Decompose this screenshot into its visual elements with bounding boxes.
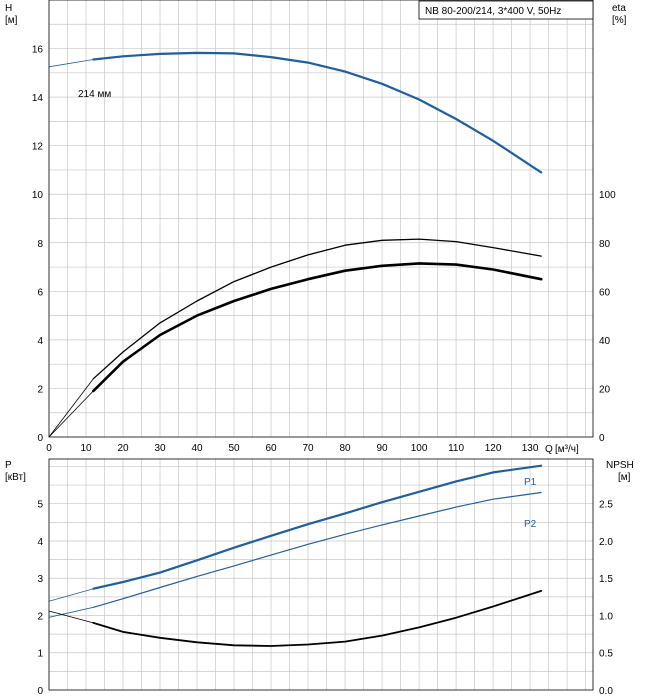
x-tick-label: 130 xyxy=(522,443,539,454)
x-tick-label: 120 xyxy=(485,443,502,454)
npsh-tick-label: 2.0 xyxy=(599,537,613,548)
h-tick-label: 2 xyxy=(37,384,43,395)
p-axis-unit: [кВт] xyxy=(5,472,26,483)
h-tick-label: 4 xyxy=(37,336,43,347)
upper-chart-grid xyxy=(49,0,593,437)
efficiency-curve-lower xyxy=(92,262,543,393)
npsh-tick-label: 2.5 xyxy=(599,500,613,511)
x-tick-label: 10 xyxy=(80,443,92,454)
p1-power-curve xyxy=(92,464,543,590)
x-tick-label: 40 xyxy=(191,443,203,454)
p-tick-label: 5 xyxy=(37,500,43,511)
p-tick-label: 0 xyxy=(37,686,43,697)
eta-axis-unit: [%] xyxy=(612,15,627,26)
head-curve-extension xyxy=(48,59,94,68)
eta-tick-label: 40 xyxy=(599,336,611,347)
eta-tick-label: 80 xyxy=(599,239,611,250)
h-tick-label: 0 xyxy=(37,433,43,444)
x-tick-label: 90 xyxy=(376,443,388,454)
p-tick-label: 2 xyxy=(37,611,43,622)
chart-title: NB 80-200/214, 3*400 V, 50Hz xyxy=(425,6,561,17)
h-tick-label: 10 xyxy=(32,190,44,201)
eta-tick-label: 0 xyxy=(599,433,605,444)
p-axis-name: P xyxy=(5,460,12,471)
x-tick-label: 0 xyxy=(46,443,52,454)
npsh-axis-name: NPSH xyxy=(606,460,634,471)
eta-tick-label: 100 xyxy=(599,190,616,201)
p-tick-label: 1 xyxy=(37,649,43,660)
p-tick-label: 4 xyxy=(37,537,43,548)
x-tick-label: 80 xyxy=(339,443,351,454)
q-axis-unit: [м³/ч] xyxy=(555,444,579,455)
head-curve xyxy=(92,51,543,174)
upper-chart-frame xyxy=(48,0,594,438)
eta-axis-name: eta xyxy=(612,3,626,14)
h-tick-label: 6 xyxy=(37,287,43,298)
eta-tick-label: 60 xyxy=(599,287,611,298)
tick-labels: 0 10 20 30 40 50 60 70 80 90 100 110 120 130024681012… xyxy=(32,45,616,697)
npsh-tick-label: 1.0 xyxy=(599,611,613,622)
x-tick-label: 30 xyxy=(154,443,166,454)
lower-chart-grid xyxy=(49,459,593,690)
x-tick-label: 100 xyxy=(411,443,428,454)
p1-label: P1 xyxy=(524,477,537,488)
x-tick-label: 70 xyxy=(302,443,314,454)
h-tick-label: 12 xyxy=(32,142,44,153)
eta-tick-label: 20 xyxy=(599,384,611,395)
x-tick-label: 110 xyxy=(448,443,464,454)
npsh-axis-unit: [м] xyxy=(618,472,631,483)
title-box xyxy=(418,0,594,20)
p2-label: P2 xyxy=(524,519,537,530)
p2-power-curve-extension xyxy=(48,606,94,618)
lower-chart-frame xyxy=(48,458,594,691)
efficiency-curve-upper xyxy=(92,238,542,380)
npsh-curve xyxy=(92,590,543,647)
h-tick-label: 16 xyxy=(32,45,44,56)
impeller-diameter-label: 214 мм xyxy=(78,89,111,100)
efficiency-curve-upper-extension xyxy=(48,378,94,438)
p-tick-label: 3 xyxy=(37,574,43,585)
npsh-tick-label: 0.5 xyxy=(599,649,613,660)
h-axis-unit: [м] xyxy=(5,15,18,26)
x-tick-label: 50 xyxy=(228,443,240,454)
efficiency-curve-lower-extension xyxy=(48,390,94,438)
p2-power-curve xyxy=(92,491,542,608)
npsh-curve-extension xyxy=(48,610,94,624)
h-tick-label: 14 xyxy=(32,93,44,104)
performance-curves xyxy=(48,51,543,647)
npsh-tick-label: 1.5 xyxy=(599,574,613,585)
h-tick-label: 8 xyxy=(37,239,43,250)
x-tick-label: 20 xyxy=(117,443,129,454)
npsh-tick-label: 0.0 xyxy=(599,686,613,697)
q-axis-name: Q xyxy=(545,444,553,455)
x-tick-label: 60 xyxy=(265,443,277,454)
h-axis-name: H xyxy=(5,3,12,14)
p1-power-curve-extension xyxy=(48,588,94,602)
